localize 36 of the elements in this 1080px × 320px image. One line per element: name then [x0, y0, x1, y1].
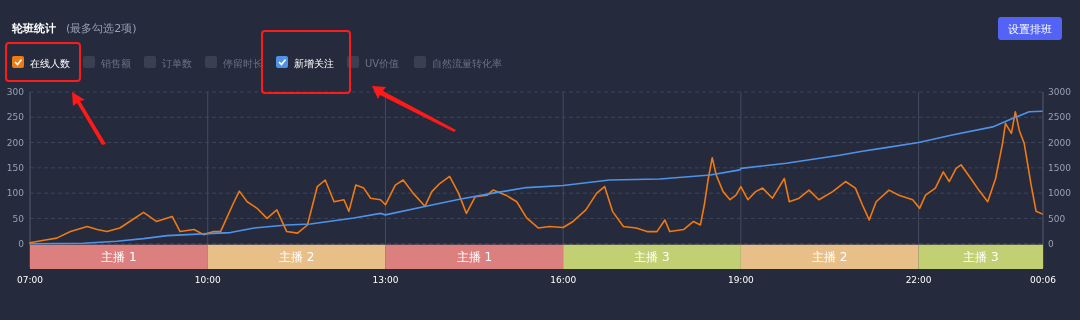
chart-subtitle: (最多勾选2项)	[66, 22, 137, 35]
y-tick-label: 0	[18, 238, 25, 249]
y2-tick-label: 1500	[1048, 163, 1072, 174]
band-label: 主播 3	[963, 250, 999, 265]
y-tick-label: 50	[12, 213, 25, 224]
legend-label: 在线人数	[30, 57, 70, 69]
x-tick-label: 19:00	[727, 275, 755, 285]
text: UV价值	[365, 57, 400, 69]
band-label: 主播 2	[812, 250, 848, 265]
y-tick-label: 150	[6, 163, 25, 174]
x-tick-label: 13:00	[372, 275, 399, 285]
x-tick-label: 22:00	[905, 275, 932, 285]
text: 销售额	[100, 57, 131, 69]
x-tick-label: 10:00	[194, 275, 221, 285]
band-label: 主播 1	[101, 250, 137, 265]
y2-tick-label: 3000	[1048, 87, 1072, 98]
y2-tick-label: 500	[1048, 213, 1066, 224]
y-tick-label: 250	[6, 112, 25, 123]
y2-tick-label: 0	[1048, 238, 1054, 249]
band-label: 主播 1	[456, 250, 493, 265]
y2-tick-label: 2500	[1048, 112, 1072, 123]
chart-title: 轮班统计	[11, 22, 56, 35]
x-tick-label: 07:00	[17, 275, 44, 285]
legend-label: 新增关注	[294, 57, 334, 69]
y-tick-label: 100	[6, 188, 25, 199]
text: 停留时长	[223, 57, 263, 69]
y2-tick-label: 1000	[1048, 188, 1072, 199]
band-label: 主播 3	[634, 250, 670, 265]
y-tick-label: 300	[6, 87, 25, 98]
x-tick-label: 16:00	[550, 275, 577, 285]
text: 自然流量转化率	[432, 57, 502, 69]
y-tick-label: 200	[6, 137, 25, 148]
text: 设置排班	[1008, 22, 1052, 36]
y2-tick-label: 2000	[1048, 137, 1072, 148]
band-label: 主播 2	[278, 250, 315, 265]
x-tick-label: 00:06	[1030, 275, 1057, 285]
